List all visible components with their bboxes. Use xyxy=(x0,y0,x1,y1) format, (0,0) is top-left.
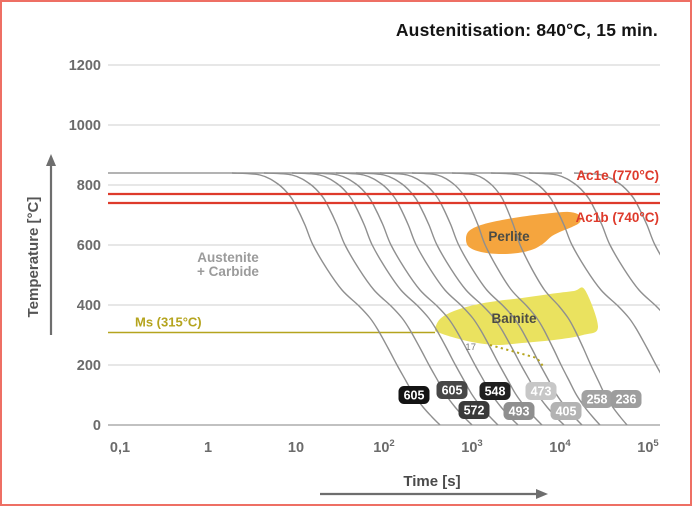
y-axis-tick: 800 xyxy=(77,178,101,194)
svg-text:405: 405 xyxy=(556,405,577,419)
x-axis-tick: 105 xyxy=(637,438,659,456)
x-axis-tick: 10 xyxy=(288,440,304,456)
austenite-carbide-label: Austenite xyxy=(197,250,259,265)
ac1b-label: Ac1b (740°C) xyxy=(576,210,659,225)
cooling-curve xyxy=(291,172,499,425)
seventeen-label: 17 xyxy=(465,342,476,353)
y-axis-tick: 1000 xyxy=(69,118,101,134)
chart-title: Austenitisation: 840°C, 15 min. xyxy=(395,20,658,40)
hardness-badge: 548 xyxy=(479,382,511,400)
y-axis-arrowhead-icon xyxy=(46,154,56,166)
x-axis-tick: 102 xyxy=(373,438,394,456)
svg-text:548: 548 xyxy=(485,385,506,399)
y-axis-tick: 1200 xyxy=(69,58,101,74)
perlite-label: Perlite xyxy=(488,229,530,244)
x-axis-arrowhead-icon xyxy=(536,489,548,499)
hardness-badge: 236 xyxy=(610,390,642,408)
cooling-curve xyxy=(379,172,583,425)
perlite-region xyxy=(466,211,581,255)
hardness-badge: 405 xyxy=(550,402,582,420)
svg-text:473: 473 xyxy=(531,385,552,399)
x-axis-tick: 104 xyxy=(549,438,571,456)
svg-text:493: 493 xyxy=(509,405,530,419)
x-axis-tick: 1 xyxy=(204,440,212,456)
svg-text:236: 236 xyxy=(616,393,637,407)
y-axis-tick: 400 xyxy=(77,298,101,314)
y-axis-tick: 200 xyxy=(77,358,101,374)
austenite-carbide-label: + Carbide xyxy=(197,264,259,279)
x-axis-label: Time [s] xyxy=(403,473,460,490)
bainite-label: Bainite xyxy=(491,311,537,326)
hardness-badge: 473 xyxy=(525,382,557,400)
y-axis-tick: 0 xyxy=(93,418,101,434)
x-axis-tick: 0,1 xyxy=(110,440,130,456)
ac1e-label: Ac1e (770°C) xyxy=(576,168,659,183)
svg-text:258: 258 xyxy=(587,393,608,407)
svg-text:572: 572 xyxy=(464,404,485,418)
cooling-curve xyxy=(411,172,601,425)
y-axis-tick: 600 xyxy=(77,238,101,254)
ms-label: Ms (315°C) xyxy=(135,315,202,330)
cooling-curve xyxy=(573,172,660,256)
svg-text:605: 605 xyxy=(404,389,425,403)
hardness-badge: 493 xyxy=(503,402,535,420)
hardness-badge: 605 xyxy=(436,381,468,399)
cooling-curve xyxy=(528,172,660,312)
x-axis-tick: 103 xyxy=(461,438,482,456)
hardness-badge: 572 xyxy=(458,401,490,419)
hardness-badge: 605 xyxy=(398,386,430,404)
cooling-curve xyxy=(335,172,543,425)
cooling-curves xyxy=(231,172,660,425)
cooling-curve xyxy=(490,172,660,374)
y-axis-label: Temperature [°C] xyxy=(25,197,42,318)
hardness-badge: 258 xyxy=(581,390,613,408)
bainite-region xyxy=(435,287,599,346)
svg-text:605: 605 xyxy=(442,384,463,398)
gridlines xyxy=(108,64,660,426)
